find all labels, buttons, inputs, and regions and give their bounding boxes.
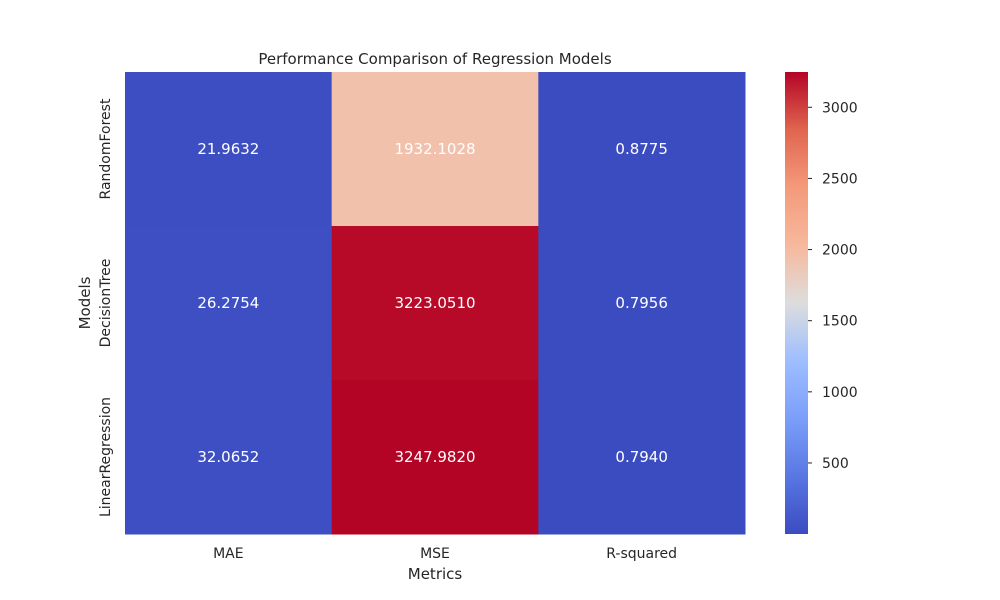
colorbar-tick-label: 1000	[822, 385, 858, 401]
heatmap-cell	[331, 226, 539, 381]
chart-title: Performance Comparison of Regression Mod…	[258, 50, 611, 68]
heatmap-cell	[125, 380, 333, 535]
colorbar	[785, 72, 808, 534]
heatmap-cells: 21.9632 1932.1028 0.8775 26.2754 3223.0510 0.…	[125, 72, 746, 535]
heatmap-cell	[331, 380, 539, 535]
heatmap-cell	[331, 72, 539, 227]
cell-value-label: 26.2754	[197, 294, 259, 312]
colorbar-tick-label: 2000	[822, 243, 858, 259]
heatmap-cell	[538, 226, 746, 381]
colorbar-ticks: 500 1000 1500 2000 2500 3000	[808, 100, 858, 472]
heatmap-cell	[125, 226, 333, 381]
y-axis-label: Models	[76, 276, 94, 329]
y-tick-label: RandomForest	[98, 98, 114, 199]
heatmap-cell	[538, 380, 746, 535]
colorbar-tick-label: 1500	[822, 314, 858, 330]
cell-value-label: 0.8775	[615, 140, 668, 158]
x-axis-label: Metrics	[408, 565, 463, 583]
heatmap-cell	[125, 72, 333, 227]
x-tick-label: MSE	[420, 546, 450, 562]
cell-value-label: 21.9632	[197, 140, 259, 158]
cell-value-label: 1932.1028	[394, 140, 475, 158]
colorbar-tick-label: 500	[822, 456, 849, 472]
cell-value-label: 0.7956	[615, 294, 668, 312]
y-tick-label: DecisionTree	[98, 259, 114, 348]
x-tick-labels: MAE MSE R-squared	[213, 546, 677, 562]
x-tick-label: R-squared	[606, 546, 677, 562]
cell-value-label: 3223.0510	[394, 294, 475, 312]
y-tick-label: LinearRegression	[98, 397, 114, 517]
heatmap-cell	[538, 72, 746, 227]
cell-value-label: 0.7940	[615, 448, 668, 466]
x-tick-label: MAE	[213, 546, 244, 562]
cell-value-label: 3247.9820	[394, 448, 475, 466]
colorbar-tick-label: 2500	[822, 171, 858, 187]
cell-value-label: 32.0652	[197, 448, 259, 466]
colorbar-tick-label: 3000	[822, 100, 858, 116]
y-tick-labels: RandomForest DecisionTree LinearRegression	[98, 98, 114, 517]
